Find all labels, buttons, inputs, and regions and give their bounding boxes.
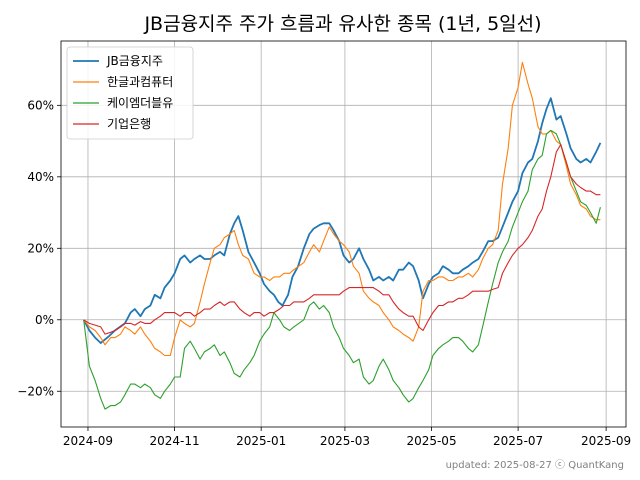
legend-box xyxy=(66,46,194,140)
plot-frame xyxy=(60,40,627,428)
x-tick-label: 2025-01 xyxy=(236,434,286,448)
series-line-2 xyxy=(83,61,601,357)
x-tick-label: 2024-09 xyxy=(63,434,113,448)
x-tick-label: 2025-05 xyxy=(406,434,456,448)
x-tick-label: 2025-07 xyxy=(493,434,543,448)
x-tick-label: 2025-09 xyxy=(581,434,631,448)
y-tick-label: 60% xyxy=(27,98,54,112)
series-line-3 xyxy=(83,129,601,410)
y-tick-label: −20% xyxy=(17,384,54,398)
y-tick-label: 20% xyxy=(27,241,54,255)
y-tick-label: 40% xyxy=(27,170,54,184)
series-line-1 xyxy=(82,97,602,344)
legend-label: 기업은행 xyxy=(107,116,151,131)
series-layer xyxy=(82,61,602,410)
x-tick-label: 2024-11 xyxy=(149,434,199,448)
footer-credit: updated: 2025-08-27 ⓒ QuantKang xyxy=(446,459,624,471)
chart-title: JB금융지주 주가 흐름과 유사한 종목 (1년, 5일선) xyxy=(143,13,541,35)
legend-label: 한글과컴퓨터 xyxy=(107,75,173,89)
x-tick-label: 2025-03 xyxy=(320,434,370,448)
legend-label: 케이엠더블유 xyxy=(107,96,173,110)
legend-label: JB금융지주 xyxy=(106,54,163,68)
y-axis: −20% 0% 20% 40% 60% xyxy=(17,98,61,398)
x-axis: 2024-09 2024-11 2025-01 2025-03 2025-05 2025-… xyxy=(63,427,631,448)
series-line-4 xyxy=(83,144,601,335)
y-tick-label: 0% xyxy=(35,313,54,327)
